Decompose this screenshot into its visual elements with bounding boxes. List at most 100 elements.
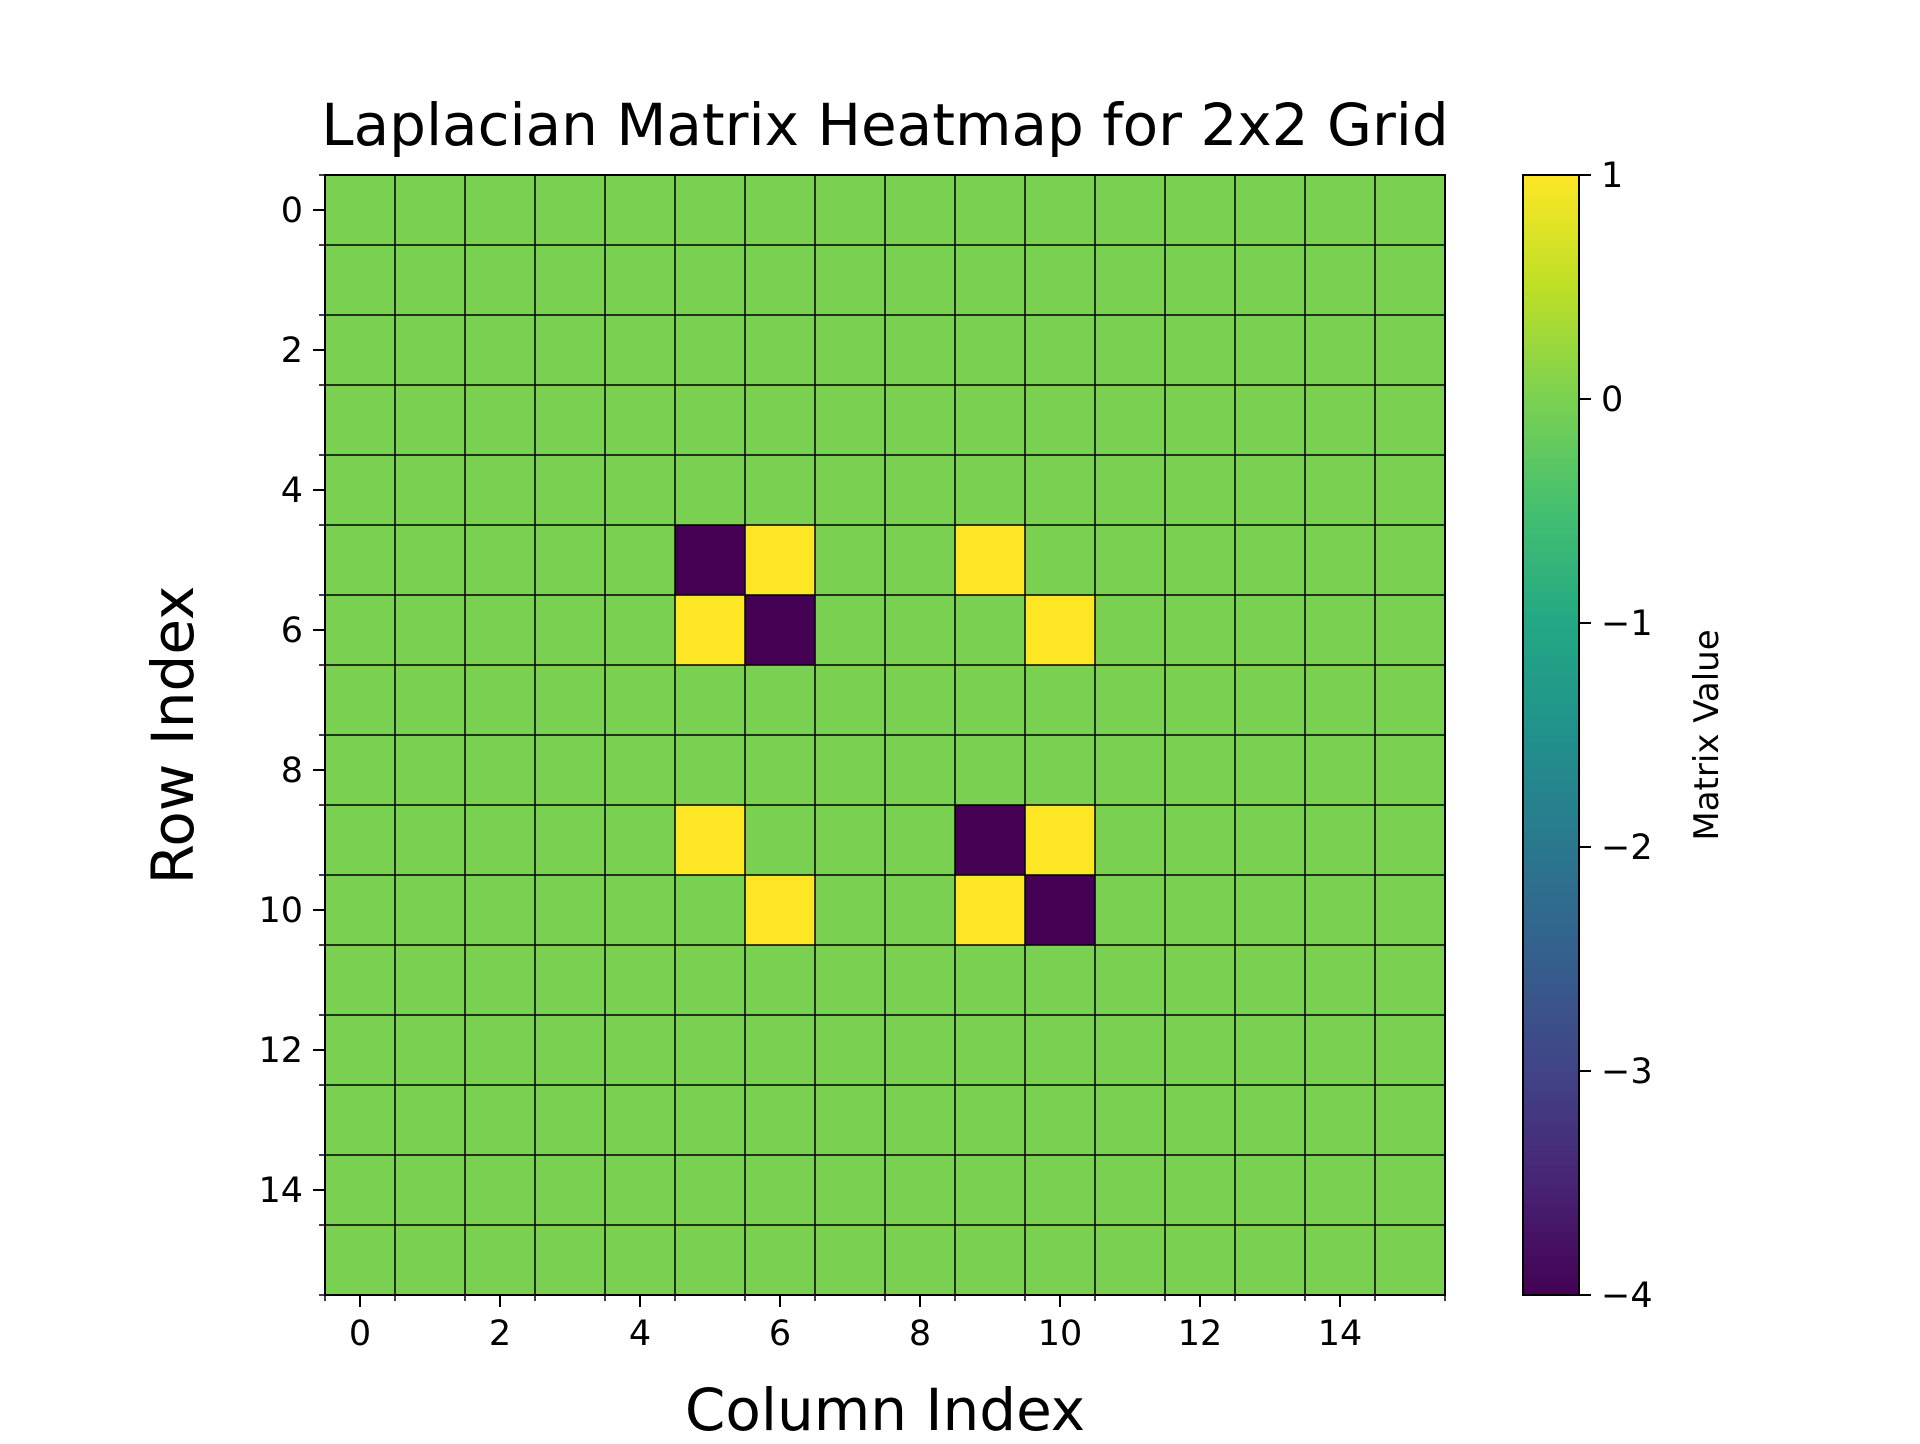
y-axis-label: Row Index: [139, 586, 207, 885]
heatmap-cell-r10-c14: [1305, 875, 1375, 945]
heatmap-cell-r0-c11: [1095, 175, 1165, 245]
heatmap-cell-r5-c4: [605, 525, 675, 595]
heatmap-cell-r7-c8: [885, 665, 955, 735]
heatmap-cell-r15-c9: [955, 1225, 1025, 1295]
heatmap-cell-r4-c2: [465, 455, 535, 525]
heatmap-cell-r4-c13: [1235, 455, 1305, 525]
heatmap-cell-r0-c3: [535, 175, 605, 245]
heatmap-cell-r9-c8: [885, 805, 955, 875]
heatmap-cell-r2-c2: [465, 315, 535, 385]
heatmap-cell-r5-c2: [465, 525, 535, 595]
heatmap-cell-r8-c2: [465, 735, 535, 805]
heatmap-cell-r0-c10: [1025, 175, 1095, 245]
heatmap-cell-r6-c7: [815, 595, 885, 665]
heatmap-cell-r11-c15: [1375, 945, 1445, 1015]
heatmap-cell-r14-c3: [535, 1155, 605, 1225]
y-tick-label: 10: [258, 891, 303, 931]
heatmap-cell-r12-c8: [885, 1015, 955, 1085]
heatmap-cell-r9-c13: [1235, 805, 1305, 875]
heatmap-cell-r10-c5: [675, 875, 745, 945]
heatmap-cell-r13-c8: [885, 1085, 955, 1155]
grid-lines: [325, 175, 1445, 1295]
heatmap-cell-r14-c13: [1235, 1155, 1305, 1225]
heatmap-cell-r9-c6: [745, 805, 815, 875]
heatmap-cell-r3-c12: [1165, 385, 1235, 455]
heatmap-cell-r0-c12: [1165, 175, 1235, 245]
colorbar-tick-label: −1: [1601, 604, 1653, 644]
heatmap-cell-r12-c7: [815, 1015, 885, 1085]
heatmap-cell-r6-c4: [605, 595, 675, 665]
y-tick-label: 2: [281, 331, 303, 371]
heatmap-cell-r10-c10: [1025, 875, 1095, 945]
heatmap-cell-r3-c6: [745, 385, 815, 455]
heatmap-cell-r5-c9: [955, 525, 1025, 595]
heatmap-cell-r7-c1: [395, 665, 465, 735]
heatmap-cell-r0-c0: [325, 175, 395, 245]
heatmap-cell-r1-c13: [1235, 245, 1305, 315]
heatmap-cell-r4-c3: [535, 455, 605, 525]
heatmap-cell-r3-c3: [535, 385, 605, 455]
heatmap-cell-r14-c7: [815, 1155, 885, 1225]
heatmap-cell-r8-c15: [1375, 735, 1445, 805]
heatmap-cell-r5-c6: [745, 525, 815, 595]
heatmap-cell-r12-c9: [955, 1015, 1025, 1085]
heatmap-cell-r8-c9: [955, 735, 1025, 805]
heatmap-cell-r12-c12: [1165, 1015, 1235, 1085]
y-tick-label: 8: [281, 751, 303, 791]
heatmap-cell-r1-c5: [675, 245, 745, 315]
heatmap-cell-r4-c0: [325, 455, 395, 525]
heatmap-cell-r15-c15: [1375, 1225, 1445, 1295]
heatmap-cell-r2-c0: [325, 315, 395, 385]
heatmap-cell-r2-c7: [815, 315, 885, 385]
heatmap-cell-r6-c8: [885, 595, 955, 665]
x-tick-label: 10: [1038, 1314, 1083, 1354]
heatmap-cell-r13-c11: [1095, 1085, 1165, 1155]
y-tick-label: 12: [258, 1031, 303, 1071]
colorbar-ticks: 1 0 −1 −2 −3 −4: [1579, 156, 1653, 1316]
x-tick-label: 12: [1178, 1314, 1223, 1354]
heatmap-cell-r8-c14: [1305, 735, 1375, 805]
heatmap-cell-r9-c15: [1375, 805, 1445, 875]
x-tick-label: 0: [349, 1314, 371, 1354]
heatmap-cell-r4-c6: [745, 455, 815, 525]
heatmap-cell-r12-c5: [675, 1015, 745, 1085]
heatmap-cell-r14-c1: [395, 1155, 465, 1225]
heatmap-cell-r12-c1: [395, 1015, 465, 1085]
heatmap-cell-r6-c9: [955, 595, 1025, 665]
heatmap-cell-r15-c2: [465, 1225, 535, 1295]
colorbar-tick-label: 0: [1601, 380, 1623, 420]
heatmap-cell-r14-c5: [675, 1155, 745, 1225]
heatmap-cell-r11-c8: [885, 945, 955, 1015]
heatmap-cell-r8-c13: [1235, 735, 1305, 805]
heatmap-cell-r1-c6: [745, 245, 815, 315]
x-axis-label: Column Index: [685, 1376, 1085, 1440]
heatmap-cell-r13-c3: [535, 1085, 605, 1155]
heatmap-cell-r4-c11: [1095, 455, 1165, 525]
heatmap-cell-r9-c4: [605, 805, 675, 875]
heatmap-cell-r11-c6: [745, 945, 815, 1015]
y-axis: 0 2 4 6 8 10 12 14: [258, 174, 325, 1296]
heatmap-cell-r0-c7: [815, 175, 885, 245]
heatmap-cell-r12-c13: [1235, 1015, 1305, 1085]
heatmap-cell-r12-c14: [1305, 1015, 1375, 1085]
heatmap-cell-r7-c5: [675, 665, 745, 735]
heatmap-cell-r12-c10: [1025, 1015, 1095, 1085]
heatmap-cell-r1-c15: [1375, 245, 1445, 315]
heatmap-cell-r5-c1: [395, 525, 465, 595]
heatmap-cell-r10-c0: [325, 875, 395, 945]
heatmap-cell-r6-c3: [535, 595, 605, 665]
heatmap-cell-r14-c10: [1025, 1155, 1095, 1225]
heatmap-cell-r15-c0: [325, 1225, 395, 1295]
heatmap-cell-r5-c12: [1165, 525, 1235, 595]
heatmap-cell-r2-c1: [395, 315, 465, 385]
heatmap-cell-r2-c4: [605, 315, 675, 385]
heatmap-cell-r0-c14: [1305, 175, 1375, 245]
heatmap-cell-r14-c14: [1305, 1155, 1375, 1225]
x-tick-label: 14: [1318, 1314, 1363, 1354]
heatmap-cell-r9-c7: [815, 805, 885, 875]
heatmap-cell-r7-c3: [535, 665, 605, 735]
x-tick-label: 2: [489, 1314, 511, 1354]
heatmap-cell-r10-c13: [1235, 875, 1305, 945]
heatmap-cell-r14-c15: [1375, 1155, 1445, 1225]
heatmap-cell-r1-c7: [815, 245, 885, 315]
